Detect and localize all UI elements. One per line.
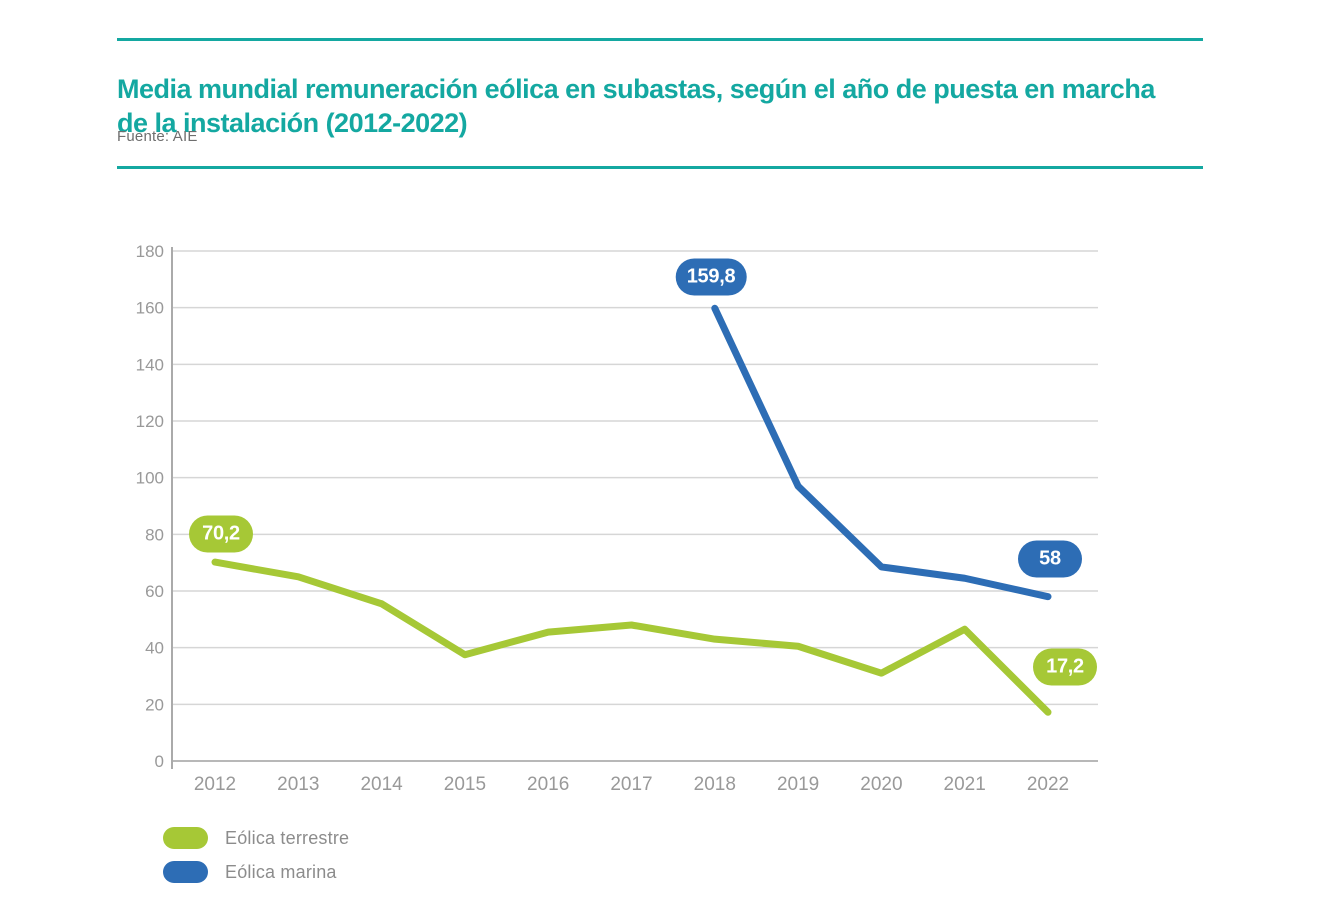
page-title-line2: de la instalación (2012-2022) — [117, 108, 468, 139]
legend-item-terrestre: Eólica terrestre — [163, 827, 349, 849]
data-label-pill: 159,8 — [675, 258, 747, 296]
y-tick-label: 20 — [145, 695, 164, 714]
chart-legend: Eólica terrestre Eólica marina — [163, 827, 349, 895]
y-tick-label: 120 — [136, 412, 164, 431]
y-tick-label: 180 — [136, 242, 164, 261]
data-label-pill: 58 — [1018, 540, 1082, 578]
legend-label-terrestre: Eólica terrestre — [225, 827, 350, 848]
y-tick-label: 80 — [145, 525, 164, 544]
x-tick-label: 2018 — [694, 774, 736, 795]
x-tick-label: 2022 — [1027, 774, 1069, 795]
x-tick-label: 2021 — [944, 774, 986, 795]
page-title: Media mundial remuneración eólica en sub… — [117, 72, 1207, 140]
page-title-line1: Media mundial remuneración eólica en sub… — [117, 74, 1155, 105]
x-tick-label: 2015 — [444, 774, 486, 795]
x-tick-label: 2019 — [777, 774, 819, 795]
x-tick-label: 2020 — [860, 774, 902, 795]
data-label-pill: 17,2 — [1033, 648, 1097, 686]
data-label-pill: 70,2 — [189, 515, 253, 553]
x-tick-label: 2013 — [277, 774, 319, 795]
y-tick-label: 0 — [155, 752, 164, 771]
x-tick-label: 2012 — [194, 774, 236, 795]
middle-divider — [117, 166, 1203, 169]
legend-swatch-marina — [163, 861, 208, 883]
y-tick-label: 60 — [145, 582, 164, 601]
x-tick-label: 2014 — [360, 774, 403, 795]
series-line-1 — [711, 304, 1052, 601]
y-tick-label: 100 — [136, 469, 164, 488]
series-line-0 — [211, 558, 1052, 716]
x-tick-label: 2017 — [610, 774, 652, 795]
y-tick-label: 40 — [145, 639, 164, 658]
x-tick-label: 2016 — [527, 774, 569, 795]
source-caption: Fuente: AIE — [117, 128, 198, 145]
legend-item-marina: Eólica marina — [163, 861, 349, 883]
legend-label-marina: Eólica marina — [225, 861, 337, 882]
y-tick-label: 140 — [136, 355, 164, 374]
top-divider — [117, 38, 1203, 41]
y-tick-label: 160 — [136, 299, 164, 318]
legend-swatch-terrestre — [163, 827, 208, 849]
